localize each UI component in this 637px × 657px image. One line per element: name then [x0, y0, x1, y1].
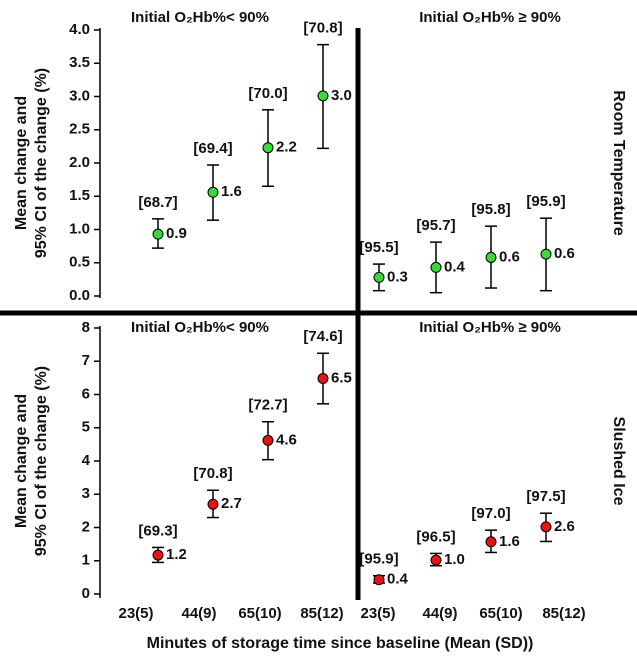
y-tick-label: 3	[82, 485, 90, 502]
point-label: 0.4	[444, 258, 466, 275]
point-label: 0.4	[387, 571, 409, 588]
row-label: Slushed Ice	[610, 417, 627, 506]
point	[152, 549, 164, 561]
point-label: 2.2	[276, 139, 297, 156]
point-label: 0.3	[387, 268, 408, 285]
y-axis-title: Mean change and	[13, 394, 30, 528]
x-axis-title: Minutes of storage time since baseline (…	[147, 635, 534, 652]
y-tick-label: 7	[82, 352, 90, 369]
bracket-label: [97.5]	[526, 488, 565, 505]
point-label: 2.7	[221, 495, 242, 512]
x-tick-label: 23(5)	[118, 605, 153, 622]
bracket-label: [70.0]	[248, 85, 287, 102]
point-label: 1.6	[221, 183, 242, 200]
x-tick-label: 65(10)	[238, 605, 281, 622]
panel-title: Initial O₂Hb% ≥ 90%	[419, 9, 561, 26]
bracket-label: [68.7]	[138, 194, 177, 211]
y-tick-label: 6	[82, 385, 90, 402]
bracket-label: [95.9]	[359, 551, 398, 568]
point	[262, 142, 274, 154]
x-tick-label: 23(5)	[360, 605, 395, 622]
bracket-label: [69.3]	[138, 522, 177, 539]
point-label: 1.6	[499, 533, 520, 550]
panel-title: Initial O₂Hb%< 90%	[131, 9, 269, 26]
point	[207, 498, 219, 510]
point-label: 4.6	[276, 431, 297, 448]
bracket-label: [70.8]	[303, 20, 342, 37]
y-axis-title: 95% CI of the change (%)	[33, 366, 50, 556]
bracket-label: [69.4]	[193, 140, 232, 157]
point	[373, 271, 385, 283]
y-tick-label: 2.5	[69, 121, 90, 138]
point	[373, 574, 385, 586]
y-tick-label: 1.5	[69, 187, 90, 204]
point-label: 1.2	[166, 546, 187, 563]
row-label: Room Temperature	[610, 90, 627, 236]
point-label: 0.6	[554, 245, 575, 262]
point	[430, 554, 442, 566]
bracket-label: [95.5]	[359, 239, 398, 256]
x-tick-label: 44(9)	[422, 605, 457, 622]
bracket-label: [74.6]	[303, 328, 342, 345]
point	[152, 228, 164, 240]
x-tick-label: 85(12)	[300, 605, 343, 622]
bracket-label: [70.8]	[193, 465, 232, 482]
y-tick-label: 2.0	[69, 154, 90, 171]
point	[317, 90, 329, 102]
point	[430, 261, 442, 273]
y-tick-label: 8	[82, 319, 90, 336]
y-axis-title: Mean change and	[13, 96, 30, 230]
point	[540, 248, 552, 260]
bracket-label: [95.8]	[471, 201, 510, 218]
bracket-label: [96.5]	[416, 528, 455, 545]
y-tick-label: 3.5	[69, 54, 90, 71]
bracket-label: [95.7]	[416, 217, 455, 234]
y-tick-label: 4.0	[69, 21, 90, 38]
y-tick-label: 0.0	[69, 287, 90, 304]
point	[485, 536, 497, 548]
y-tick-label: 2	[82, 518, 90, 535]
panel-title: Initial O₂Hb%< 90%	[131, 319, 269, 336]
point	[317, 373, 329, 385]
point	[262, 434, 274, 446]
point	[540, 521, 552, 533]
point-label: 3.0	[331, 87, 352, 104]
point	[485, 251, 497, 263]
bracket-label: [97.0]	[471, 505, 510, 522]
point-label: 0.9	[166, 225, 187, 242]
x-tick-label: 44(9)	[181, 605, 216, 622]
y-tick-label: 0.5	[69, 254, 90, 271]
bracket-label: [95.9]	[526, 193, 565, 210]
y-tick-label: 1.0	[69, 220, 90, 237]
x-tick-label: 65(10)	[479, 605, 522, 622]
y-tick-label: 3.0	[69, 87, 90, 104]
panel-title: Initial O₂Hb% ≥ 90%	[419, 319, 561, 336]
y-tick-label: 4	[82, 452, 91, 469]
y-tick-label: 1	[82, 552, 90, 569]
y-tick-label: 5	[82, 419, 90, 436]
y-tick-label: 0	[82, 585, 90, 602]
y-axis-title: 95% CI of the change (%)	[33, 68, 50, 258]
point-label: 6.5	[331, 370, 352, 387]
bracket-label: [72.7]	[248, 397, 287, 414]
x-tick-label: 85(12)	[542, 605, 585, 622]
point	[207, 186, 219, 198]
point-label: 0.6	[499, 248, 520, 265]
point-label: 1.0	[444, 551, 465, 568]
point-label: 2.6	[554, 518, 575, 535]
